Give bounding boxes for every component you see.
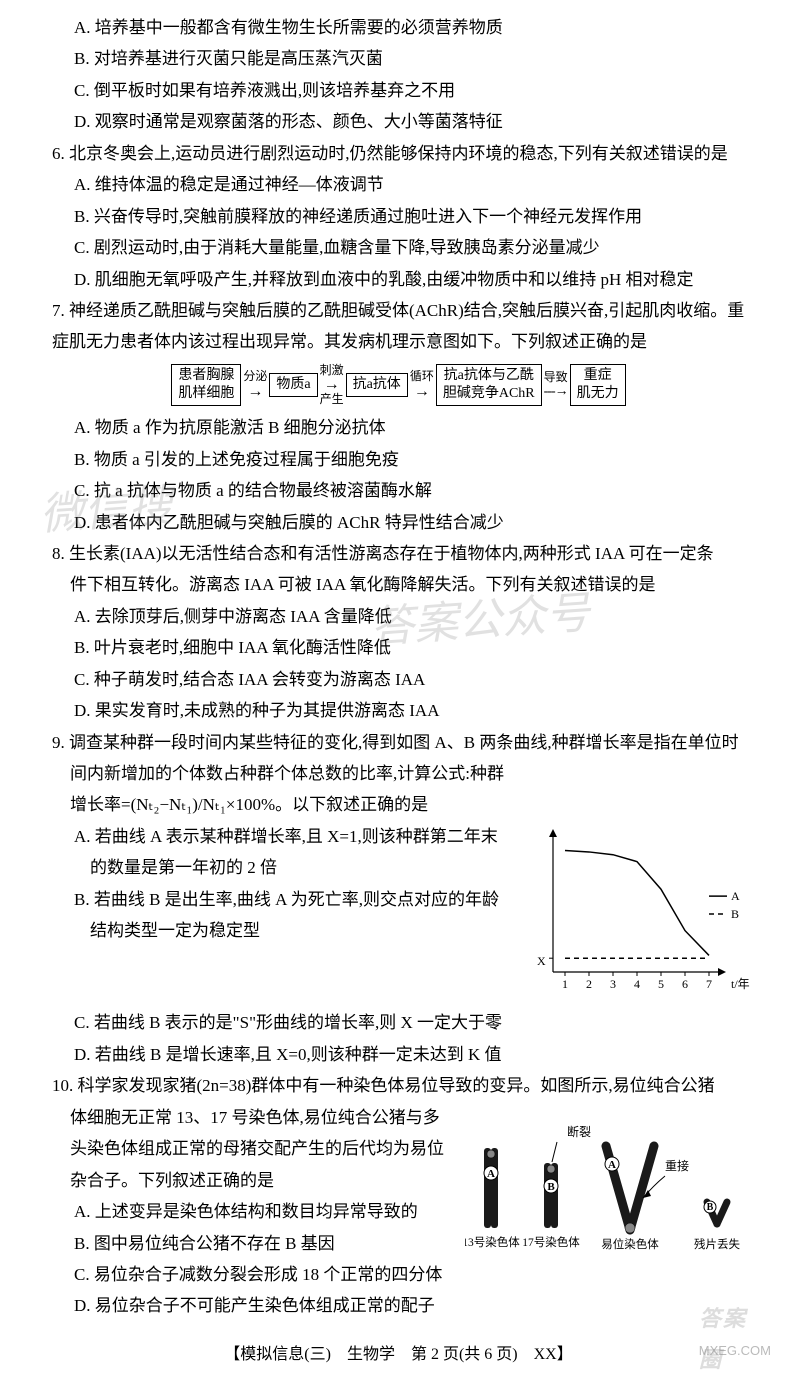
q6-stem: 6. 北京冬奥会上,运动员进行剧烈运动时,仍然能够保持内环境的稳态,下列有关叙述…: [42, 138, 755, 169]
q6-option-a: A. 维持体温的稳定是通过神经—体液调节: [42, 169, 755, 200]
flow-box-3: 抗a抗体: [346, 373, 408, 397]
flow-box-1: 患者胸腺 肌样细胞: [171, 364, 241, 406]
q9-chart: 1 2 3 4 5 6 7 t/年 X AB: [525, 822, 755, 1007]
q8-option-c: C. 种子萌发时,结合态 IAA 会转变为游离态 IAA: [42, 664, 755, 695]
q8-option-b: B. 叶片衰老时,细胞中 IAA 氧化酶活性降低: [42, 632, 755, 663]
svg-text:断裂: 断裂: [567, 1124, 591, 1139]
q10-option-d: D. 易位杂合子不可能产生染色体组成正常的配子: [42, 1290, 457, 1321]
q7-flowchart: 患者胸腺 肌样细胞 分泌 → 物质a 刺激 → 产生 抗a抗体 循环 → 抗a抗…: [42, 364, 755, 406]
svg-text:6: 6: [682, 977, 688, 991]
svg-text:5: 5: [658, 977, 664, 991]
q6-option-b: B. 兴奋传导时,突触前膜释放的神经递质通过胞吐进入下一个神经元发挥作用: [42, 201, 755, 232]
q8-option-a: A. 去除顶芽后,侧芽中游离态 IAA 含量降低: [42, 601, 755, 632]
flow-arr2-bot: 产生: [320, 393, 344, 406]
svg-text:3: 3: [610, 977, 616, 991]
q8-stem1: 8. 生长素(IAA)以无活性结合态和有活性游离态存在于植物体内,两种形式 IA…: [42, 538, 755, 569]
page-footer: 【模拟信息(三) 生物学 第 2 页(共 6 页) XX】: [42, 1340, 755, 1370]
svg-text:重接: 重接: [665, 1158, 689, 1173]
logo-watermark: 答案圈: [699, 1299, 769, 1329]
svg-text:X: X: [537, 954, 546, 968]
flow-arr1-label: 分泌: [243, 370, 267, 383]
svg-text:17号染色体: 17号染色体: [522, 1235, 580, 1249]
arrow-icon: →: [324, 377, 340, 393]
arrow-icon: →: [247, 384, 263, 400]
flow-box-2: 物质a: [269, 373, 317, 397]
q10-stem2: 体细胞无正常 13、17 号染色体,易位纯合公猪与多: [42, 1102, 457, 1133]
q7-option-b: B. 物质 a 引发的上述免疫过程属于细胞免疫: [42, 444, 755, 475]
svg-text:A: A: [608, 1159, 616, 1171]
q9-stem1: 9. 调查某种群一段时间内某些特征的变化,得到如图 A、B 两条曲线,种群增长率…: [42, 727, 755, 758]
arrow-icon: →: [414, 384, 430, 400]
q7-stem: 7. 神经递质乙酰胆碱与突触后膜的乙酰胆碱受体(AChR)结合,突触后膜兴奋,引…: [42, 295, 755, 358]
svg-text:13号染色体: 13号染色体: [465, 1235, 520, 1249]
svg-text:B: B: [731, 907, 739, 921]
svg-text:4: 4: [634, 977, 640, 991]
flow-box-4: 抗a抗体与乙酰 胆碱竞争AChR: [436, 364, 542, 406]
q5-option-a: A. 培养基中一般都含有微生物生长所需要的必须营养物质: [42, 12, 755, 43]
q9-option-d: D. 若曲线 B 是增长速率,且 X=0,则该种群一定未达到 K 值: [42, 1039, 755, 1070]
q8-option-d: D. 果实发育时,未成熟的种子为其提供游离态 IAA: [42, 695, 755, 726]
svg-text:B: B: [547, 1181, 555, 1193]
q10-option-c: C. 易位杂合子减数分裂会形成 18 个正常的四分体: [42, 1259, 457, 1290]
q7-option-d: D. 患者体内乙酰胆碱与突触后膜的 AChR 特异性结合减少: [42, 507, 755, 538]
q10-option-b: B. 图中易位纯合公猪不存在 B 基因: [42, 1228, 457, 1259]
q5-option-c: C. 倒平板时如果有培养液溅出,则该培养基弃之不用: [42, 75, 755, 106]
svg-text:2: 2: [586, 977, 592, 991]
q10-diagram: A 13号染色体 B 17号染色体 断裂 A 重接易位染色体 B 残片丢失: [465, 1118, 755, 1322]
q10-stem4: 杂合子。下列叙述正确的是: [42, 1165, 457, 1196]
svg-text:t/年: t/年: [731, 977, 750, 991]
flow-arr3-label: 循环: [410, 370, 434, 383]
svg-text:易位染色体: 易位染色体: [601, 1237, 659, 1251]
q7-option-a: A. 物质 a 作为抗原能激活 B 细胞分泌抗体: [42, 412, 755, 443]
svg-text:1: 1: [562, 977, 568, 991]
svg-text:残片丢失: 残片丢失: [694, 1237, 740, 1251]
brand-watermark: MXEG.COM: [699, 1339, 771, 1363]
dashed-arrow-icon: ---→: [544, 385, 568, 399]
svg-text:A: A: [731, 889, 740, 903]
q10-option-a: A. 上述变异是染色体结构和数目均异常导致的: [42, 1196, 457, 1227]
q9-option-c: C. 若曲线 B 表示的是"S"形曲线的增长率,则 X 一定大于零: [42, 1007, 755, 1038]
q9-stem3: 增长率=(Nₜ₂−Nₜ₁)/Nₜ₁×100%。以下叙述正确的是: [42, 789, 515, 820]
q9-option-b: B. 若曲线 B 是出生率,曲线 A 为死亡率,则交点对应的年龄: [42, 884, 515, 915]
svg-text:A: A: [487, 1168, 495, 1180]
svg-text:7: 7: [706, 977, 712, 991]
q5-option-b: B. 对培养基进行灭菌只能是高压蒸汽灭菌: [42, 43, 755, 74]
q10-stem1: 10. 科学家发现家猪(2n=38)群体中有一种染色体易位导致的变异。如图所示,…: [42, 1070, 755, 1101]
q8-stem2: 件下相互转化。游离态 IAA 可被 IAA 氧化酶降解失活。下列有关叙述错误的是: [42, 569, 755, 600]
q9-option-a2: 的数量是第一年初的 2 倍: [42, 852, 515, 883]
q7-option-c: C. 抗 a 抗体与物质 a 的结合物最终被溶菌酶水解: [42, 475, 755, 506]
q9-option-a: A. 若曲线 A 表示某种群增长率,且 X=1,则该种群第二年末: [42, 821, 515, 852]
q6-option-d: D. 肌细胞无氧呼吸产生,并释放到血液中的乳酸,由缓冲物质中和以维持 pH 相对…: [42, 264, 755, 295]
q5-option-d: D. 观察时通常是观察菌落的形态、颜色、大小等菌落特征: [42, 106, 755, 137]
svg-text:B: B: [707, 1202, 714, 1213]
flow-box-5: 重症 肌无力: [570, 364, 626, 406]
q9-option-b2: 结构类型一定为稳定型: [42, 915, 515, 946]
q6-option-c: C. 剧烈运动时,由于消耗大量能量,血糖含量下降,导致胰岛素分泌量减少: [42, 232, 755, 263]
q9-stem2: 间内新增加的个体数占种群个体总数的比率,计算公式:种群: [42, 758, 515, 789]
flow-arr4-label: 导致: [544, 371, 568, 384]
